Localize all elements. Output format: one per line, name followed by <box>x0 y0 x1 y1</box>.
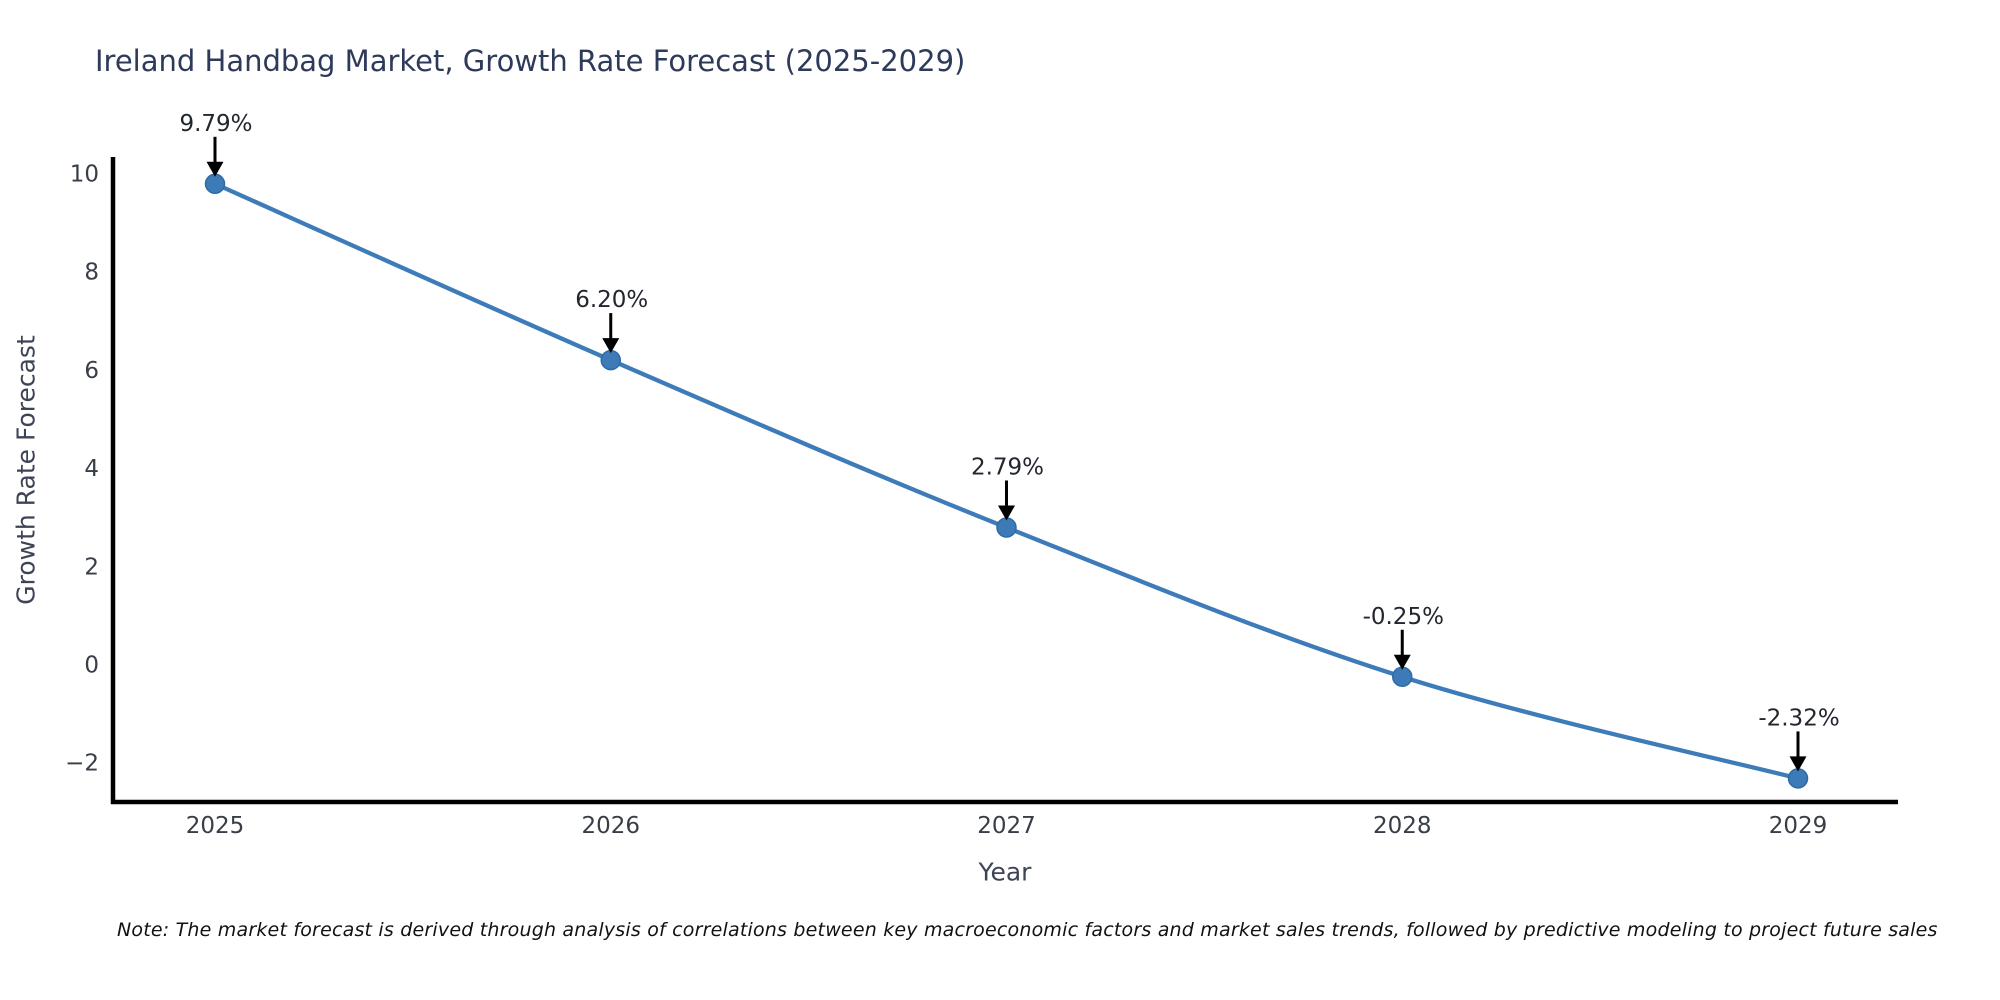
x-tick-label: 2025 <box>186 813 245 839</box>
annotation-label: -2.32% <box>1758 705 1839 731</box>
data-point-2025 <box>204 173 226 195</box>
data-point-2029 <box>1787 768 1809 789</box>
y-tick-label: 2 <box>84 554 99 580</box>
y-tick-label: 4 <box>84 456 99 482</box>
y-tick-label: 8 <box>84 260 99 286</box>
annotation-arrowhead <box>1393 654 1411 670</box>
annotation-arrowhead <box>998 505 1015 521</box>
annotation-arrowhead <box>206 161 224 177</box>
annotation-label: 6.20% <box>575 287 648 313</box>
chart-title: Ireland Handbag Market, Growth Rate Fore… <box>95 44 966 78</box>
annotation-arrowhead <box>1789 756 1807 772</box>
annotation-label: 2.79% <box>971 455 1044 481</box>
x-tick-label: 2028 <box>1373 813 1432 839</box>
y-tick-label: 10 <box>70 162 99 188</box>
annotation-label: 9.79% <box>179 111 252 137</box>
y-tick-label: 0 <box>84 653 99 679</box>
x-axis-title: Year <box>978 857 1032 887</box>
annotation-arrowhead <box>602 338 620 354</box>
data-point-2028 <box>1392 666 1413 688</box>
data-point-2027 <box>996 517 1017 538</box>
footnote: Note: The market forecast is derived thr… <box>117 919 1938 941</box>
y-tick-label: 6 <box>84 358 99 384</box>
x-tick-label: 2026 <box>581 813 640 839</box>
x-tick-label: 2029 <box>1769 813 1828 839</box>
y-tick-label: −2 <box>65 751 99 777</box>
data-point-2026 <box>600 349 621 371</box>
x-tick-label: 2027 <box>977 813 1036 839</box>
annotation-label: -0.25% <box>1363 604 1444 630</box>
